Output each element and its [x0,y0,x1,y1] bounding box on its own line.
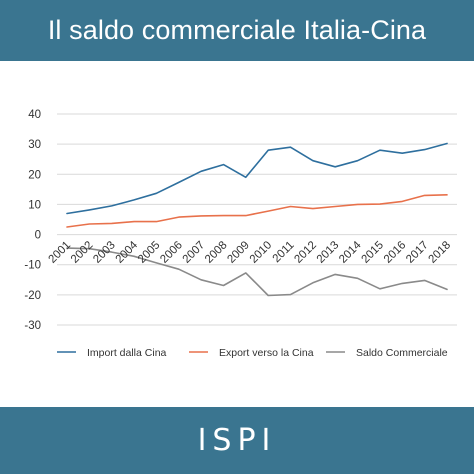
x-tick-label: 2005 [136,239,163,266]
x-tick-label: 2004 [114,239,141,266]
y-tick-label: 10 [28,199,41,211]
x-tick-label: 2002 [69,239,96,266]
x-tick-label: 2016 [382,239,409,266]
ispi-logo: ISPI [197,423,277,458]
x-tick-label: 2013 [315,239,342,266]
x-tick-label: 2001 [47,239,74,266]
x-tick-label: 2011 [271,239,297,265]
y-tick-label: 30 [28,139,41,151]
page-title: Il saldo commerciale Italia-Cina [47,15,427,45]
chart-area: 40 30 20 10 0 -10 -20 -30 2001 2002 2003 2004 2005 20… [0,61,474,407]
series-line-3 [66,247,448,297]
footer-banner: ISPI [0,407,474,474]
x-tick-label: 2018 [427,239,454,266]
y-tick-label: 20 [28,169,41,181]
y-tick-label: -10 [24,260,41,272]
y-tick-label: -20 [24,290,41,302]
x-tick-label: 2015 [359,239,386,266]
x-tick-label: 2017 [404,239,431,266]
x-tick-label: 2012 [292,239,319,266]
legend-label: Saldo Commerciale [356,347,448,359]
x-tick-label: 2010 [248,239,275,266]
title-banner: Il saldo commerciale Italia-Cina [0,0,474,61]
y-tick-label: -30 [24,320,41,332]
x-tick-label: 2008 [203,239,230,266]
x-tick-label: 2007 [181,239,208,266]
x-tick-label: 2006 [158,239,185,266]
series-line-2 [66,194,448,228]
legend-label: Import dalla Cina [87,347,167,359]
y-tick-label: 0 [35,230,41,242]
legend-label: Export verso la Cina [219,347,314,359]
y-tick-label: 40 [28,109,41,121]
x-tick-label: 2014 [337,239,364,266]
line-chart: 403020100-10-20-302001200220032004200520… [24,109,457,359]
x-tick-label: 2009 [225,239,252,266]
series-line-1 [66,142,448,215]
